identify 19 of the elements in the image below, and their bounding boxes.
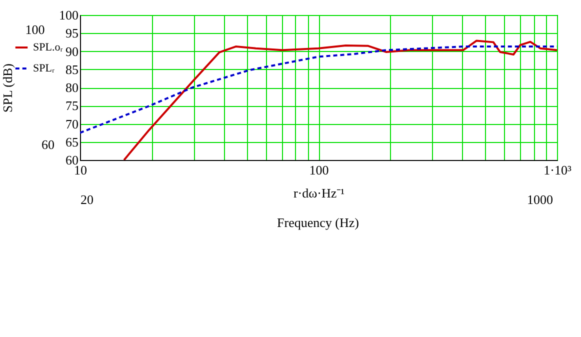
- y-tick-label: 75: [66, 98, 78, 114]
- legend-label: SPL.oᵣ: [33, 42, 64, 54]
- y-tick-label: 85: [66, 62, 78, 77]
- y-tick-label: 90: [66, 44, 78, 59]
- text: 100: [25, 22, 45, 37]
- y-axis-title: SPL (dB): [0, 64, 15, 112]
- text: 60: [42, 137, 54, 152]
- text: 20: [80, 192, 94, 207]
- x-axis-title: r·dω·Hz⁻¹: [293, 186, 345, 200]
- y-tick-label: 100: [59, 8, 78, 22]
- x-tick-label: 100: [309, 162, 329, 178]
- y-tick-label: 95: [66, 26, 78, 41]
- x-tick-label: 1·10³: [544, 162, 572, 178]
- y-tick-label: 65: [66, 134, 78, 150]
- text: 1000: [527, 192, 553, 207]
- legend-label: SPLᵣ: [33, 62, 55, 74]
- y-tick-label: 70: [66, 116, 78, 132]
- y-tick-label: 80: [66, 80, 78, 95]
- text: Frequency (Hz): [277, 215, 359, 230]
